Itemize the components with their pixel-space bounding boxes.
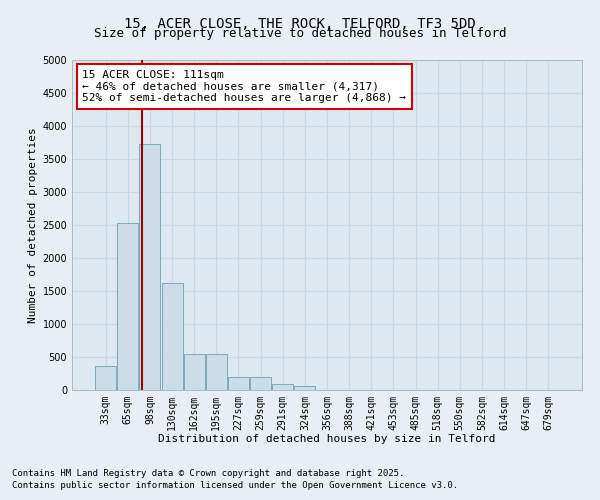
Text: 15, ACER CLOSE, THE ROCK, TELFORD, TF3 5DD: 15, ACER CLOSE, THE ROCK, TELFORD, TF3 5… [124, 18, 476, 32]
Bar [295, 386, 316, 390]
Bar [250, 378, 271, 390]
X-axis label: Distribution of detached houses by size in Telford: Distribution of detached houses by size … [158, 434, 496, 444]
Text: Contains HM Land Registry data © Crown copyright and database right 2025.: Contains HM Land Registry data © Crown c… [12, 468, 404, 477]
Text: Size of property relative to detached houses in Telford: Size of property relative to detached ho… [94, 28, 506, 40]
Text: Contains public sector information licensed under the Open Government Licence v3: Contains public sector information licen… [12, 481, 458, 490]
Bar [139, 144, 160, 390]
Bar [184, 354, 205, 390]
Bar [228, 377, 249, 390]
Bar [206, 354, 227, 390]
Y-axis label: Number of detached properties: Number of detached properties [28, 127, 38, 323]
Bar [95, 366, 116, 390]
Text: 15 ACER CLOSE: 111sqm
← 46% of detached houses are smaller (4,317)
52% of semi-d: 15 ACER CLOSE: 111sqm ← 46% of detached … [82, 70, 406, 103]
Bar [272, 384, 293, 390]
Bar [118, 223, 139, 390]
Bar [161, 283, 182, 390]
